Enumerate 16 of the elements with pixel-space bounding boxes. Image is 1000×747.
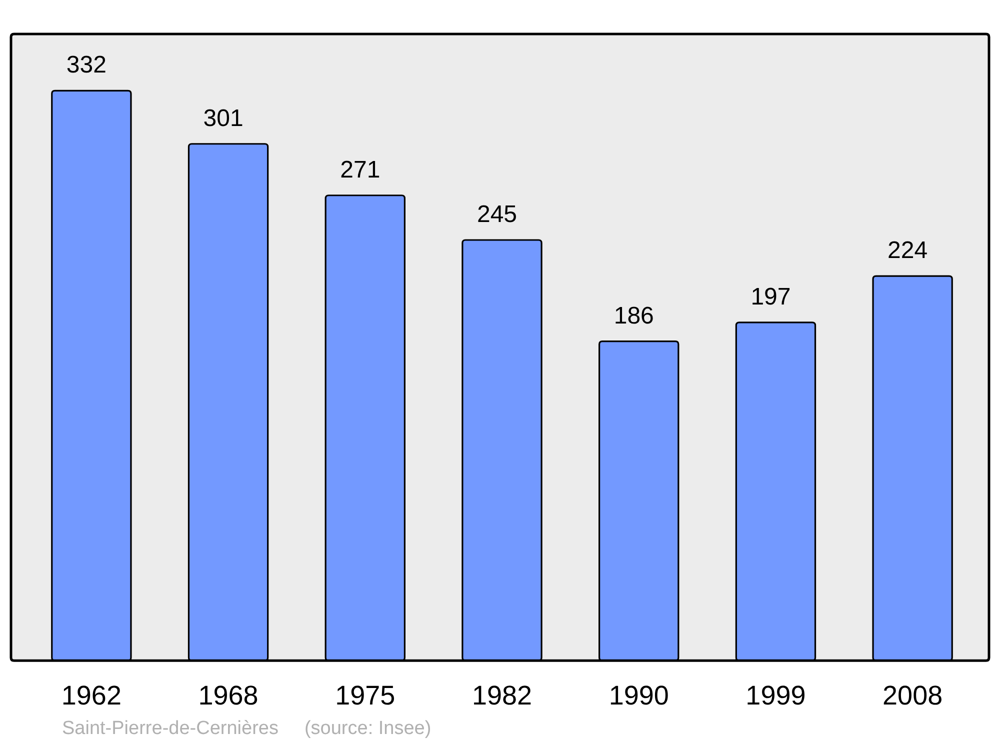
x-tick-label: 1975 [335, 680, 396, 710]
data-label: 301 [203, 104, 244, 132]
data-label: 245 [476, 201, 518, 228]
data-label: 197 [750, 283, 791, 310]
x-tick-label: 1982 [472, 680, 532, 710]
x-tick-label: 1962 [61, 680, 122, 710]
data-label: 332 [66, 52, 106, 79]
x-tick-label: 1968 [198, 680, 258, 710]
x-tick-label: 1999 [746, 680, 806, 710]
text: Saint-Pierre-de-Cernières [62, 718, 278, 740]
x-tick-label: 1990 [608, 680, 669, 710]
data-label: 224 [888, 237, 928, 264]
data-label: 271 [340, 156, 380, 184]
x-tick-label: 2008 [882, 680, 943, 710]
text: (source: Insee) [304, 718, 432, 740]
data-label: 186 [614, 302, 654, 330]
